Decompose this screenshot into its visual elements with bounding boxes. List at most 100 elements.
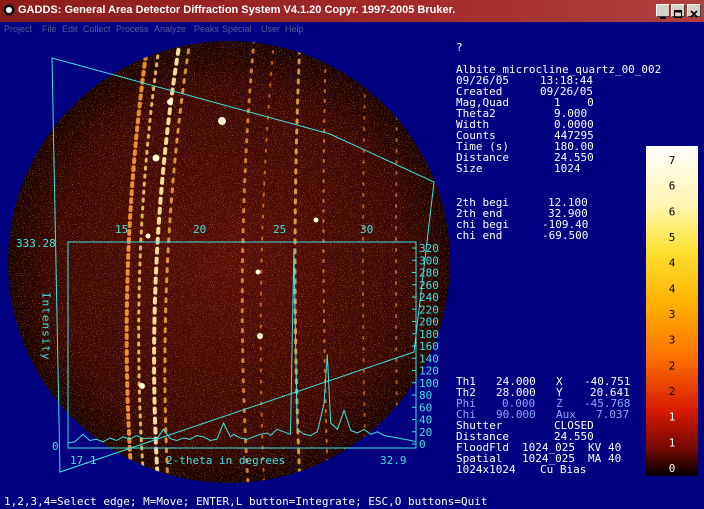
bright-spots (139, 99, 319, 389)
colorbar-label: 4 (669, 257, 676, 270)
field-value: 447295 (554, 129, 594, 142)
integration-label: 2th end (456, 207, 503, 220)
menu-help[interactable]: Help (285, 24, 304, 34)
y-axis-label: Intensity (40, 292, 53, 361)
field-label: Counts (456, 129, 496, 142)
y-tick-label: 160 (419, 340, 439, 353)
ma-label: MA (588, 452, 602, 465)
integration-label: chi end (456, 229, 503, 242)
close-button[interactable] (687, 4, 701, 18)
prompt-mark: ? (456, 41, 463, 54)
field-value: 180.00 (554, 140, 594, 153)
menu-peaks[interactable]: Peaks (194, 24, 220, 34)
axis-label: Aux (556, 408, 576, 421)
field-label: Mag,Quad (456, 96, 509, 109)
title-bar[interactable]: GADDS: General Area Detector Diffraction… (0, 0, 704, 22)
field-label: Width (456, 118, 490, 131)
spatial-value: 1024_025 (522, 452, 575, 465)
plot-left-zero: 0 (52, 440, 59, 453)
resolution-value: 1024x1024 (456, 463, 516, 476)
distance-label: Distance (456, 430, 509, 443)
minimize-button[interactable] (656, 4, 670, 19)
axis-value: -45.768 (584, 397, 631, 410)
kv-value: 40 (608, 441, 622, 454)
frame-date: 09/26/05 (456, 74, 509, 87)
colorbar-label: 5 (669, 231, 676, 244)
status-bar: 1,2,3,4=Select edge; M=Move; ENTER,L but… (0, 494, 704, 509)
field-label: Distance (456, 151, 509, 164)
colorbar-label: 6 (669, 180, 676, 193)
axis-label: X (556, 375, 563, 388)
menu-special[interactable]: Special (222, 24, 252, 34)
integration-value: -109.40 (542, 218, 589, 231)
y-tick-label: 260 (419, 279, 439, 292)
diffraction-pattern-line (67, 248, 417, 444)
detector-image[interactable]: 333.28 15 20 25 30 320300280260240220200… (8, 40, 450, 484)
menu-process[interactable]: Process (116, 24, 149, 34)
chi-label: 333.28 (16, 237, 56, 250)
integration-value: 12.100 (548, 196, 588, 209)
ma-value: 40 (608, 452, 622, 465)
colorbar-labels: 7 6 6 5 4 4 3 3 2 2 1 1 0 (669, 154, 676, 475)
colorbar-label: 4 (669, 282, 676, 295)
y-tick-label: 300 (419, 254, 439, 267)
menu-file[interactable]: File (42, 24, 57, 34)
field-value: 24.550 (554, 151, 594, 164)
field-label: Theta2 (456, 107, 496, 120)
y-tick-label: 280 (419, 267, 439, 280)
shutter-label: Shutter (456, 419, 503, 432)
colorbar-label: 3 (669, 308, 676, 321)
spatial-label: Spatial (456, 452, 503, 465)
angle-value: 90.000 (496, 408, 536, 421)
detector-noise (8, 41, 450, 483)
y-tick-label: 320 (419, 242, 439, 255)
frame-time: 13:18:44 (540, 74, 593, 87)
info-panel: ? Albite_microcline_quartz_00_002 09/26/… (456, 40, 704, 484)
created-value: 09/26/05 (540, 85, 593, 98)
y-tick-label: 180 (419, 328, 439, 341)
y-tick-label: 60 (419, 401, 432, 414)
y-tick-label: 140 (419, 352, 439, 365)
status-hint: 1,2,3,4=Select edge; M=Move; ENTER,L but… (4, 495, 488, 508)
menu-analyze[interactable]: Analyze (154, 24, 187, 34)
integration-sector[interactable] (51, 57, 435, 473)
field-label: Size (456, 162, 483, 175)
y-tick-label: 100 (419, 377, 439, 390)
colorbar-label: 2 (669, 385, 676, 398)
plot-frame (67, 241, 417, 449)
y-tick-label: 20 (419, 426, 432, 439)
minimize-icon (660, 17, 666, 19)
y-tick-label: 0 (419, 438, 426, 451)
colorbar-label: 0 (669, 462, 676, 475)
x-end-label: 32.9 (380, 454, 407, 467)
axis-label: Z (556, 397, 563, 410)
integration-label: chi begi (456, 218, 509, 231)
menu-collect[interactable]: Collect (83, 24, 111, 34)
kv-label: KV (588, 441, 602, 454)
y-axis-ticks: 3203002802602402202001801601401201008060… (412, 242, 439, 451)
angle-label: Phi (456, 397, 476, 410)
y-tick-label: 220 (419, 303, 439, 316)
maximize-button[interactable] (671, 4, 685, 18)
top-2theta-ticks: 15 20 25 30 (115, 223, 373, 236)
angle-value: 24.000 (496, 375, 536, 388)
shutter-value: CLOSED (554, 419, 594, 432)
top-tick-label: 15 (115, 223, 128, 236)
y-tick-label: 240 (419, 291, 439, 304)
y-tick-label: 200 (419, 316, 439, 329)
menu-project[interactable]: Project (4, 24, 33, 34)
field-value: 0.0000 (554, 118, 594, 131)
y-tick-label: 80 (419, 389, 432, 402)
menu-edit[interactable]: Edit (62, 24, 78, 34)
menu-user[interactable]: User (261, 24, 281, 34)
menu-bar: Project File Edit Collect Process Analyz… (0, 22, 704, 38)
y-tick-label: 40 (419, 414, 432, 427)
source-value: Cu Bias (540, 463, 587, 476)
axis-value: -40.751 (584, 375, 631, 388)
axis-value: 7.037 (596, 408, 630, 421)
colorbar-gradient (646, 146, 698, 476)
colorbar-label: 2 (669, 359, 676, 372)
field-value: 1 0 (554, 96, 594, 109)
colorbar-label: 3 (669, 334, 676, 347)
